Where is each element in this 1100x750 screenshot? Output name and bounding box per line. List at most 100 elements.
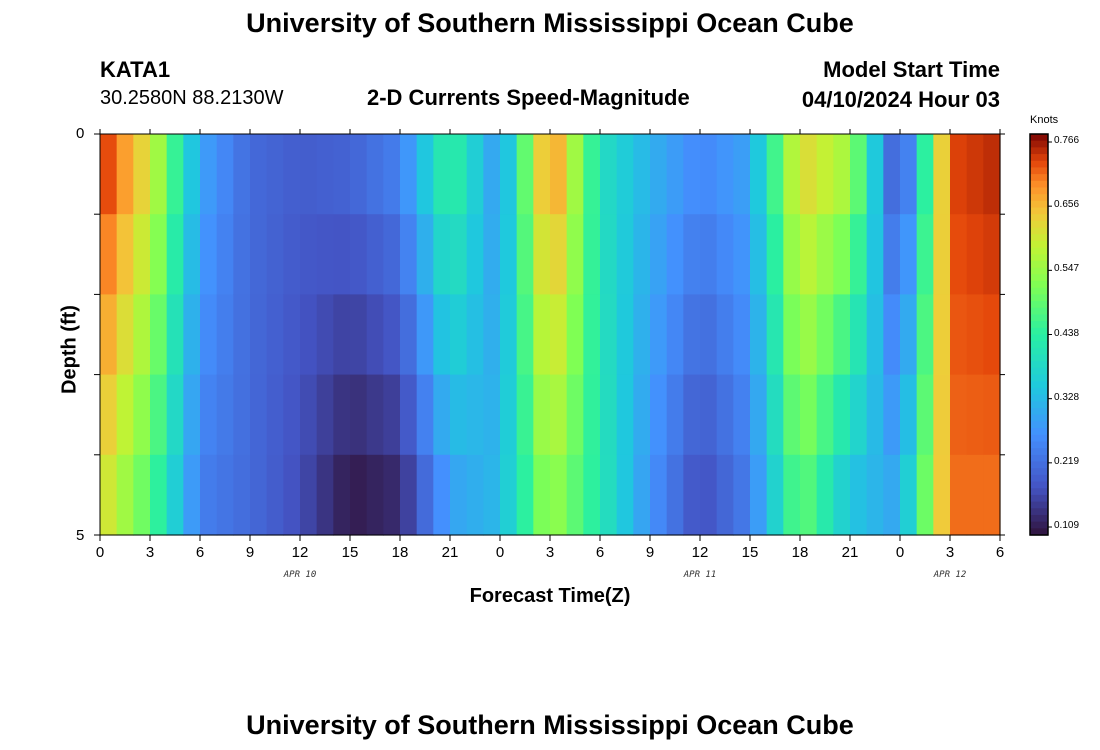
- heatmap-cell: [683, 294, 701, 376]
- colorbar-segment: [1030, 287, 1048, 295]
- colorbar-segment: [1030, 454, 1048, 463]
- heatmap-cell: [316, 374, 334, 456]
- heatmap-cell: [633, 214, 651, 295]
- colorbar-segment: [1030, 207, 1048, 215]
- heatmap-cell: [766, 134, 784, 215]
- heatmap-cell: [950, 214, 968, 295]
- x-tick-label: 12: [291, 544, 309, 561]
- heatmap-cell: [266, 454, 284, 536]
- heatmap-cell: [133, 214, 151, 295]
- heatmap-cell: [416, 294, 434, 376]
- x-axis-label: Forecast Time(Z): [469, 585, 631, 607]
- heatmap-cell: [683, 374, 701, 456]
- date-label: APR 10: [283, 570, 317, 580]
- heatmap-cell: [650, 374, 668, 456]
- heatmap-cell: [866, 374, 884, 456]
- heatmap-cell: [533, 214, 551, 295]
- heatmap-cell: [466, 214, 484, 295]
- heatmap-cell: [100, 374, 118, 456]
- heatmap-cell: [383, 454, 401, 536]
- heatmap-cell: [300, 454, 318, 536]
- heatmap-cell: [200, 374, 218, 456]
- heatmap-cell: [750, 214, 768, 295]
- heatmap-cell: [450, 454, 468, 536]
- heatmap-cell: [666, 214, 684, 295]
- colorbar-segment: [1030, 260, 1048, 269]
- colorbar-segment: [1030, 494, 1048, 503]
- colorbar-tick-label: 0.109: [1054, 520, 1080, 531]
- heatmap-cell: [600, 374, 618, 456]
- colorbar-segment: [1030, 227, 1048, 235]
- heatmap-cell: [700, 374, 718, 456]
- heatmap-cell: [566, 454, 584, 536]
- colorbar-segment: [1030, 214, 1048, 222]
- colorbar-tick-label: 0.328: [1054, 391, 1080, 403]
- colorbar-segment: [1030, 240, 1048, 249]
- colorbar-segment: [1030, 281, 1048, 289]
- heatmap-cell: [733, 294, 751, 376]
- heatmap-cell: [433, 454, 451, 536]
- heatmap-cell: [616, 214, 634, 295]
- heatmap-cell: [116, 214, 134, 295]
- heatmap-cell: [333, 214, 351, 295]
- colorbar-segment: [1030, 381, 1048, 389]
- heatmap-cell: [500, 134, 518, 215]
- heatmap-cell: [466, 454, 484, 536]
- heatmap-cell: [150, 294, 168, 376]
- heatmap-cell: [116, 374, 134, 456]
- colorbar-segment: [1030, 154, 1048, 162]
- colorbar-segment: [1030, 521, 1048, 529]
- colorbar-tick-label: 0.219: [1054, 455, 1080, 467]
- heatmap-cell: [666, 374, 684, 456]
- heatmap-cell: [300, 134, 318, 215]
- heatmap-cell: [666, 454, 684, 536]
- heatmap-cell: [450, 294, 468, 376]
- heatmap-cell: [783, 454, 801, 536]
- heatmap-cell: [550, 214, 568, 295]
- colorbar-segment: [1030, 394, 1048, 402]
- heatmap-cell: [233, 214, 251, 295]
- colorbar-segment: [1030, 421, 1048, 429]
- heatmap-cell: [333, 374, 351, 456]
- heatmap-cell: [850, 294, 868, 376]
- heatmap-cell: [716, 214, 734, 295]
- colorbar-segment: [1030, 167, 1048, 175]
- date-label: APR 12: [933, 570, 967, 580]
- heatmap-cell: [883, 454, 901, 536]
- heatmap-cell: [950, 294, 968, 376]
- x-tick-label: 3: [545, 544, 555, 561]
- colorbar-segment: [1030, 294, 1048, 302]
- colorbar-segment: [1030, 387, 1048, 396]
- heatmap-cell: [733, 214, 751, 295]
- heatmap-cell: [500, 374, 518, 456]
- heatmap-cell: [833, 294, 851, 376]
- heatmap-cell: [550, 374, 568, 456]
- heatmap-cell: [933, 294, 951, 376]
- x-tick-label: 18: [791, 544, 809, 561]
- colorbar-segment: [1030, 468, 1048, 476]
- colorbar-segment: [1030, 327, 1048, 336]
- heatmap-cell: [950, 454, 968, 536]
- heatmap-cell: [666, 134, 684, 215]
- heatmap-cell: [100, 214, 118, 295]
- heatmap-cell: [366, 454, 384, 536]
- heatmap-cell: [700, 294, 718, 376]
- heatmap-cell: [783, 374, 801, 456]
- x-tick-label: 3: [945, 544, 955, 561]
- colorbar-segment: [1030, 254, 1048, 262]
- heatmap-cells: [100, 134, 1001, 536]
- heatmap-cell: [966, 214, 984, 295]
- heatmap-cell: [683, 134, 701, 215]
- heatmap-cell: [183, 374, 201, 456]
- heatmap-cell: [350, 134, 368, 215]
- heatmap-cell: [516, 294, 534, 376]
- heatmap-cell: [866, 214, 884, 295]
- heatmap-cell: [450, 134, 468, 215]
- heatmap-cell: [850, 214, 868, 295]
- heatmap-cell: [733, 454, 751, 536]
- heatmap-cell: [533, 294, 551, 376]
- colorbar-segment: [1030, 314, 1048, 322]
- heatmap-cell: [500, 214, 518, 295]
- heatmap-cell: [900, 294, 918, 376]
- heatmap-cell: [866, 294, 884, 376]
